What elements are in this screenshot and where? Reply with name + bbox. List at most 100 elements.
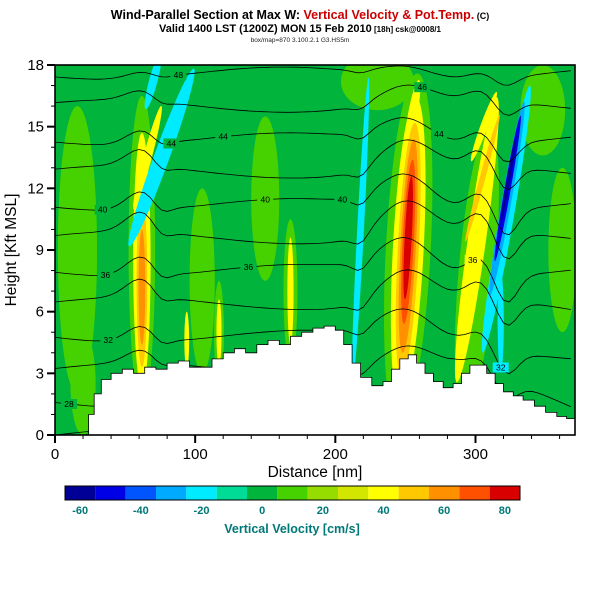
contour-label-box xyxy=(170,70,187,81)
vv-blob-downdraft-218 xyxy=(351,77,370,382)
colorbar-cell xyxy=(156,486,187,500)
contour-label-box xyxy=(257,194,274,205)
vv-blob-light-patch-right xyxy=(548,167,575,333)
colorbar-tick-label: -40 xyxy=(133,505,149,517)
colorbar-cell xyxy=(459,486,490,500)
contour-label: 44 xyxy=(218,132,228,142)
chart-title: Wind-Parallel Section at Max W: Vertical… xyxy=(0,8,600,22)
colorbar-label: Vertical Velocity [cm/s] xyxy=(224,522,360,536)
contour-label: 44 xyxy=(434,129,444,139)
colorbar-cell xyxy=(186,486,217,500)
x-tick-label: 100 xyxy=(183,446,208,463)
contour-label-box xyxy=(414,82,431,93)
colorbar-cell xyxy=(368,486,399,500)
y-tick-label: 9 xyxy=(36,242,44,259)
colorbar: -60 -40 -20 0 20 40 60 80 xyxy=(64,485,521,517)
y-axis-label: Height [Kft MSL] xyxy=(3,194,20,307)
contour-label-box xyxy=(100,335,117,346)
vv-blob-light-band-top xyxy=(340,65,414,111)
colorbar-cell xyxy=(216,486,247,500)
vv-blob-updraft-94-core xyxy=(184,311,190,370)
contour-label-box xyxy=(163,138,180,149)
isentrope-line-38 xyxy=(55,200,571,260)
isentrope-line-44 xyxy=(55,117,571,163)
fineprint: box/map=870 3.100.2.1 G3.HS5m xyxy=(250,37,350,45)
colorbar-cell xyxy=(125,486,156,500)
contour-label-box xyxy=(61,398,78,409)
vv-blob-ambient-light-left-low xyxy=(70,332,96,435)
subtitle-valid-time: Valid 1400 LST (1200Z) MON 15 Feb 2010 xyxy=(159,23,372,36)
y-tick-label: 12 xyxy=(27,180,44,197)
contour-label: 32 xyxy=(496,362,506,372)
colorbar-cell xyxy=(277,486,308,500)
title-units: (C) xyxy=(474,11,490,21)
x-tick-label: 0 xyxy=(51,446,59,463)
y-tick-label: 0 xyxy=(36,427,44,444)
x-tick-label: 300 xyxy=(463,446,488,463)
colorbar-cell xyxy=(307,486,338,500)
vv-blob-downdraft-left-aloft xyxy=(128,68,195,247)
colorbar-tick-label: 20 xyxy=(317,505,329,517)
y-tick-label: 18 xyxy=(27,57,44,74)
subtitle-run-info: [18h] csk@0008/1 xyxy=(371,25,441,35)
contour-label: 36 xyxy=(244,262,254,272)
vv-blob-downdraft-D-core xyxy=(500,135,517,225)
vv-blob-updraft-B-yellow-top xyxy=(404,79,421,153)
colorbar-tick-label: -20 xyxy=(194,505,210,517)
contour-label: 40 xyxy=(98,205,108,215)
contour-label-box xyxy=(215,131,232,142)
colorbar-tick-label: 60 xyxy=(438,505,450,517)
contour-label: 36 xyxy=(101,270,111,280)
x-tick-label: 200 xyxy=(323,446,348,463)
contour-label-box xyxy=(94,204,111,215)
vv-blob-updraft-B-red-core xyxy=(403,176,413,300)
contour-label: 28 xyxy=(64,399,74,409)
isentrope-line-36 xyxy=(55,237,571,303)
y-tick-label: 15 xyxy=(27,119,44,136)
contour-label: 36 xyxy=(468,255,478,265)
chart-subtitle: Valid 1400 LST (1200Z) MON 15 Feb 2010 [… xyxy=(0,23,600,36)
vv-blob-updraft-C-amber xyxy=(465,114,500,242)
colorbar-cell xyxy=(338,486,369,500)
isentrope-line-42 xyxy=(55,139,571,190)
x-axis-label: Distance [nm] xyxy=(268,464,363,481)
contour-label: 48 xyxy=(174,70,184,80)
colorbar-cell xyxy=(489,486,520,500)
contour-label: 44 xyxy=(167,139,177,149)
vv-blob-downdraft-left-top xyxy=(144,65,162,110)
terrain-layer xyxy=(83,325,575,435)
colorbar-cell xyxy=(95,486,126,500)
vv-blob-updraft-C-yellow-top xyxy=(470,91,498,162)
colorbar-cell xyxy=(429,486,460,500)
colorbar-tick-label: 80 xyxy=(499,505,511,517)
vv-blob-updraft-117-core xyxy=(216,299,222,366)
contour-label: 32 xyxy=(104,335,114,345)
contour-label-box xyxy=(464,255,481,266)
colorbar-tick-label: 0 xyxy=(259,505,265,517)
contour-label-box xyxy=(240,262,257,273)
y-tick-label: 6 xyxy=(36,304,44,321)
colorbar-cell xyxy=(247,486,278,500)
isentrope-line-34 xyxy=(55,269,571,326)
title-accent: Vertical Velocity & Pot.Temp. xyxy=(303,8,475,22)
vv-blob-downdraft-D-low xyxy=(497,272,504,372)
colorbar-cell xyxy=(398,486,429,500)
isentrope-line-48 xyxy=(55,65,571,86)
colorbar-outline xyxy=(64,485,521,501)
contour-label: 40 xyxy=(261,195,271,205)
contour-label-box xyxy=(492,362,509,373)
terrain-silhouette xyxy=(83,325,575,435)
title-main: Wind-Parallel Section at Max W: xyxy=(110,8,304,22)
vv-blob-light-patch-topright xyxy=(520,65,566,156)
contour-label-layer: 48 44 44 40 36 32 40 36 46 44 40 36 32 28 xyxy=(61,70,509,409)
figure-header: Wind-Parallel Section at Max W: Vertical… xyxy=(0,8,600,44)
contour-label: 40 xyxy=(338,195,348,205)
y-tick-label: 3 xyxy=(36,365,44,382)
isentrope-line-40 xyxy=(55,173,571,236)
colorbar-cell xyxy=(65,486,96,500)
isentrope-line-46 xyxy=(55,84,571,116)
contour-label-box xyxy=(431,129,448,140)
